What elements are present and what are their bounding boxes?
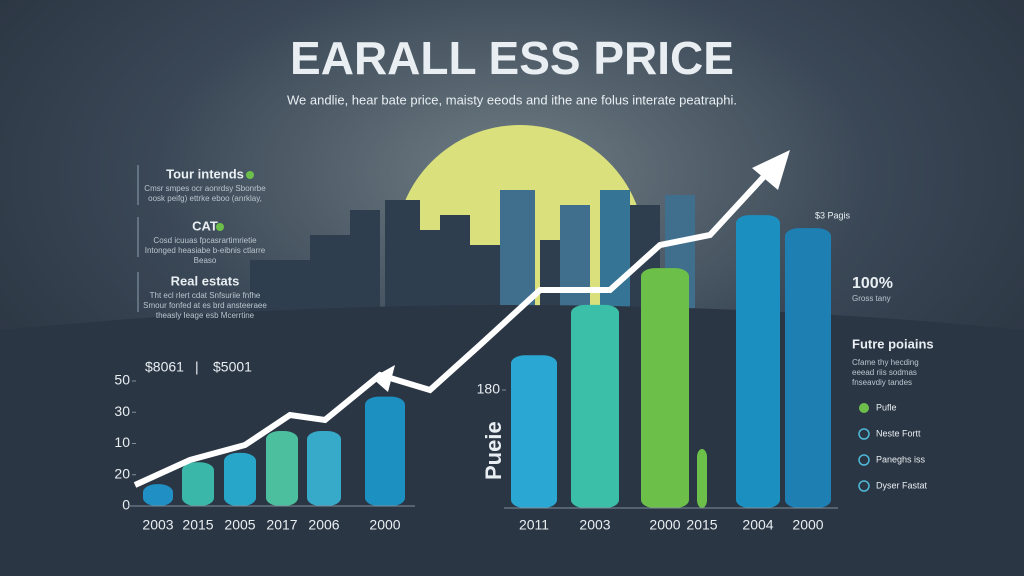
- legend-marker: [858, 480, 870, 492]
- x-tick-label: 2017: [266, 517, 297, 533]
- bar: [182, 462, 214, 506]
- bar: [307, 431, 341, 506]
- charts: 0 20 10 30 50 2003 2015 2005 2017 2006 2000 180 Puei…: [114, 215, 838, 533]
- bar: [143, 484, 173, 506]
- note: eeead riis sodmas: [852, 368, 917, 377]
- sidebar-text: oosk peifg) ettrke eboo (anrklay,: [148, 194, 262, 203]
- price-label: $8061: [145, 359, 184, 375]
- legend-marker: [859, 403, 869, 413]
- bar: [365, 396, 405, 506]
- legend-marker: [858, 454, 870, 466]
- status-dot: [246, 171, 254, 179]
- note: 100%: [852, 275, 893, 292]
- x-tick-label: 2015: [182, 517, 213, 533]
- sidebar-text: Cosd icuuas fpcasrartimrietie: [153, 236, 257, 245]
- bar: [511, 355, 557, 508]
- legend: Pufle Neste Fortt Paneghs iss Dyser Fastat: [858, 402, 928, 492]
- title: EARALL ESS PRICE: [290, 32, 734, 84]
- x-tick-label: 2015: [686, 517, 717, 533]
- legend-label: Paneghs iss: [876, 454, 926, 464]
- price-label: $5001: [213, 359, 252, 375]
- y-tick-label: 20: [114, 465, 130, 481]
- sidebar-heading: Real estats: [171, 273, 240, 288]
- arrow-head: [752, 150, 790, 190]
- subtitle: We andlie, hear bate price, maisty eeods…: [287, 92, 737, 107]
- note: Cfame thy hecding: [852, 358, 919, 367]
- arrow-head: [372, 365, 395, 392]
- sidebar-text: Beaso: [194, 256, 217, 265]
- skyline: [250, 190, 695, 315]
- x-tick-label: 2006: [308, 517, 339, 533]
- note: fnseavdiy tandes: [852, 378, 912, 387]
- x-tick-label: 2000: [792, 517, 823, 533]
- bar: [736, 215, 780, 509]
- x-tick-label: 2000: [649, 517, 680, 533]
- sidebar: Tour intends Cmsr smpes ocr aonrdsy Sbonr…: [137, 165, 267, 320]
- note: Futre poiains: [852, 336, 934, 351]
- y-tick-label: 180: [477, 381, 501, 397]
- sidebar-text: Cmsr smpes ocr aonrdsy Sbonrbe: [144, 184, 266, 193]
- legend-marker: [858, 428, 870, 440]
- y-tick-label: 30: [114, 403, 130, 419]
- sidebar-heading: CAT: [192, 218, 218, 233]
- bar: [641, 268, 689, 508]
- trend-arrow: [133, 167, 773, 488]
- bar: [266, 431, 298, 506]
- legend-label: Dyser Fastat: [876, 480, 928, 490]
- note: Gross tany: [852, 294, 891, 303]
- y-tick-label: 0: [122, 497, 130, 513]
- bar: [224, 452, 256, 506]
- x-tick-label: 2003: [142, 517, 173, 533]
- bar: [571, 304, 619, 508]
- bar: [785, 228, 831, 509]
- price-label: |: [195, 359, 199, 375]
- bar: [697, 449, 707, 508]
- x-tick-label: 2005: [224, 517, 255, 533]
- note: $3 Pagis: [815, 210, 851, 220]
- x-tick-label: 2004: [742, 517, 773, 533]
- legend-label: Neste Fortt: [876, 428, 921, 438]
- sidebar-heading: Tour intends: [166, 166, 244, 181]
- y-tick-label: 50: [114, 372, 130, 388]
- sidebar-text: Intonged heasiabe b-eibnis ctlarre: [145, 246, 266, 255]
- y-tick-label: 10: [114, 434, 130, 450]
- x-tick-label: 2011: [519, 517, 549, 533]
- sidebar-text: theasly Ieage esb Mcerrtine: [156, 311, 255, 320]
- x-tick-label: 2000: [369, 517, 400, 533]
- sidebar-text: Smour fonfed at es brd ansteeraee: [143, 301, 267, 310]
- y-axis-label: Pueie: [481, 421, 506, 480]
- sidebar-text: Tht ecl rlert cdat Snfsuriie fnfhe: [150, 291, 261, 300]
- status-dot: [216, 223, 224, 231]
- legend-label: Pufle: [876, 402, 897, 412]
- x-tick-label: 2003: [579, 517, 610, 533]
